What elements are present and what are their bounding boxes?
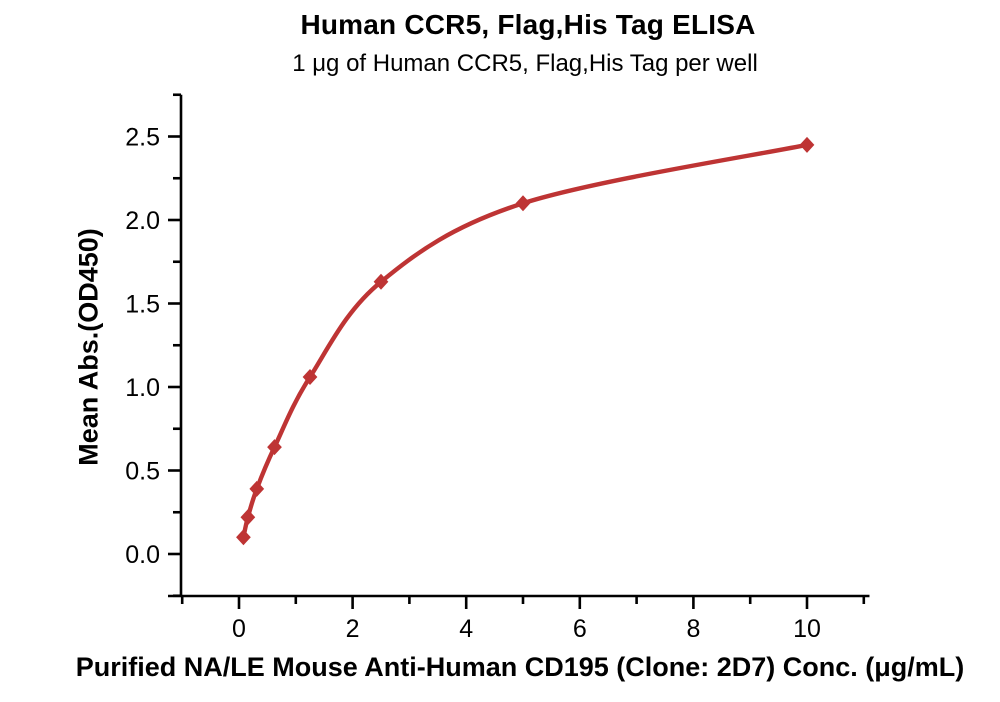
axes — [168, 94, 870, 598]
data-point-diamond — [240, 509, 256, 526]
x-axis-ticks: 0 2 4 6 8 10 — [180, 596, 866, 643]
x-axis-tick-label: 2 — [346, 615, 360, 643]
y-axis-tick-label: 2.0 — [125, 207, 160, 235]
x-axis-tick-label: 6 — [573, 615, 587, 643]
data-point-diamond — [236, 529, 251, 546]
data-point-diamond — [515, 195, 531, 212]
data-point-diamond — [799, 136, 815, 153]
y-axis-ticks: 0.0 0.5 1.0 1.5 2.0 2.5 — [125, 93, 181, 598]
data-points — [236, 136, 815, 546]
y-axis-tick-label: 0.0 — [125, 541, 160, 569]
x-axis-tick-label: 4 — [459, 615, 473, 643]
data-point-diamond — [302, 368, 318, 385]
data-point-diamond — [373, 273, 389, 290]
y-axis-tick-label: 2.5 — [125, 124, 160, 152]
x-axis-tick-label: 10 — [793, 615, 821, 643]
y-axis-tick-label: 0.5 — [125, 458, 160, 486]
y-axis-tick-label: 1.5 — [125, 291, 160, 319]
x-axis-tick-label: 8 — [686, 615, 700, 643]
chart-subtitle: 1 μg of Human CCR5, Flag,His Tag per wel… — [292, 50, 758, 77]
y-axis-tick-label: 1.0 — [125, 374, 160, 402]
fit-curve — [241, 142, 810, 540]
data-point-diamond — [249, 480, 265, 497]
x-axis-title: Purified NA/LE Mouse Anti-Human CD195 (C… — [75, 652, 965, 682]
x-axis-tick-label: 0 — [232, 615, 246, 643]
chart-title: Human CCR5, Flag,His Tag ELISA — [300, 9, 756, 40]
data-point-diamond — [267, 439, 282, 456]
